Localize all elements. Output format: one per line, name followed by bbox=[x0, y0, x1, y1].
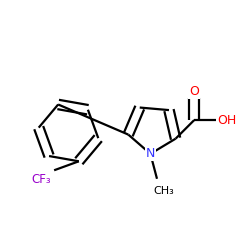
Text: OH: OH bbox=[218, 114, 237, 126]
Text: O: O bbox=[189, 85, 199, 98]
Text: CH₃: CH₃ bbox=[153, 186, 174, 196]
Text: N: N bbox=[146, 147, 155, 160]
Text: CF₃: CF₃ bbox=[31, 173, 51, 186]
